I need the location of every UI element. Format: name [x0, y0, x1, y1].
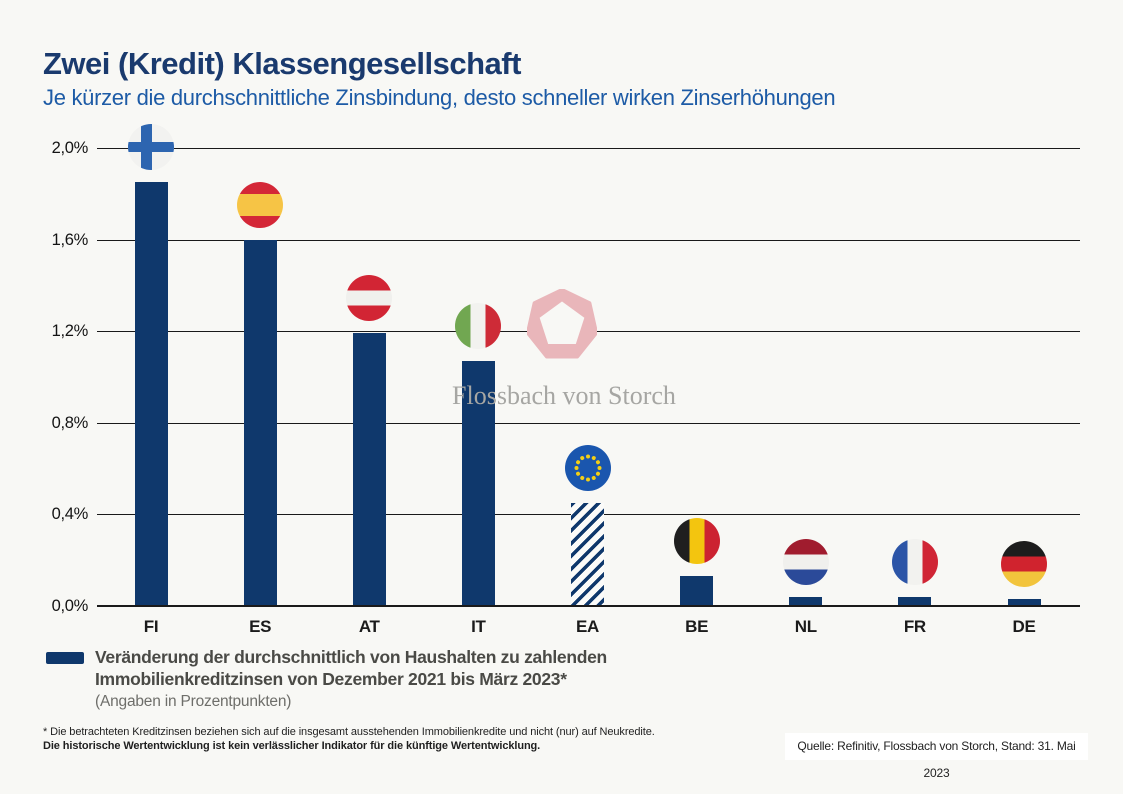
- bar-AT: [352, 333, 386, 606]
- bar-IT: [461, 360, 495, 606]
- footnote-line1: * Die betrachteten Kreditzinsen beziehen…: [43, 726, 655, 738]
- gridline-1,6%: [97, 239, 1080, 241]
- y-tick-0,8%: 0,8%: [51, 413, 89, 432]
- flag-european-union-icon: [564, 444, 611, 491]
- bar-FR: [898, 596, 932, 606]
- eu-star-icon: [590, 475, 596, 481]
- x-label-ES: ES: [249, 617, 272, 636]
- legend-swatch: [46, 652, 84, 664]
- eu-star-icon: [579, 475, 585, 481]
- chart-legend: Veränderung der durchschnittlich von Hau…: [46, 646, 607, 712]
- flossbach-von-storch-logo-icon: [527, 289, 597, 359]
- flag-spain-icon: [237, 181, 284, 228]
- flag-germany-icon: [1001, 541, 1047, 588]
- x-label-AT: AT: [358, 617, 380, 636]
- y-tick-2,0%: 2,0%: [51, 139, 89, 157]
- eu-star-icon: [585, 454, 590, 459]
- source-note: Quelle: Refinitiv, Flossbach von Storch,…: [785, 733, 1088, 780]
- eu-star-icon: [579, 455, 585, 461]
- eu-star-icon: [594, 459, 601, 465]
- flag-austria-icon: [346, 275, 393, 322]
- watermark-text: Flossbach von Storch: [452, 381, 676, 410]
- x-label-EA: EA: [575, 617, 600, 636]
- footnote: * Die betrachteten Kreditzinsen beziehen…: [43, 725, 655, 753]
- x-label-DE: DE: [1012, 617, 1036, 636]
- eu-star-icon: [574, 465, 578, 470]
- flag-finland-icon: [128, 124, 174, 171]
- y-tick-1,6%: 1,6%: [51, 230, 89, 249]
- legend-label-line1: Veränderung der durchschnittlich von Hau…: [95, 647, 607, 667]
- bar-BE: [680, 576, 714, 606]
- legend-label-line2: Immobilienkreditzinsen von Dezember 2021…: [95, 669, 567, 689]
- bar-EA: [571, 502, 604, 606]
- x-label-NL: NL: [794, 617, 817, 636]
- gridline-0,0%: [97, 605, 1080, 607]
- page-subtitle: Je kürzer die durchschnittliche Zinsbind…: [43, 85, 836, 110]
- flag-belgium-icon: [673, 518, 720, 565]
- gridline-0,8%: [97, 422, 1080, 424]
- flag-netherlands-icon: [782, 538, 829, 585]
- y-tick-0,4%: 0,4%: [51, 505, 89, 524]
- y-tick-1,2%: 1,2%: [51, 322, 89, 341]
- bar-DE: [1007, 599, 1041, 606]
- x-label-BE: BE: [685, 617, 709, 636]
- gridline-2,0%: [97, 148, 1080, 149]
- footnote-disclaimer: Die historische Wertentwicklung ist kein…: [43, 740, 541, 752]
- eu-star-icon: [594, 470, 601, 477]
- bar-FI: [134, 182, 168, 606]
- x-label-FI: FI: [143, 617, 159, 636]
- page-title: Zwei (Kredit) Klassengesellschaft: [43, 46, 521, 81]
- eu-star-icon: [585, 477, 590, 482]
- eu-star-icon: [597, 465, 601, 470]
- bar-ES: [243, 239, 277, 606]
- flag-italy-icon: [455, 302, 502, 349]
- eu-star-icon: [590, 455, 596, 461]
- x-label-FR: FR: [903, 617, 926, 636]
- legend-label: Veränderung der durchschnittlich von Hau…: [95, 646, 607, 690]
- eu-star-icon: [574, 459, 581, 465]
- x-label-IT: IT: [471, 617, 486, 636]
- eu-star-icon: [574, 470, 581, 477]
- legend-sublabel: (Angaben in Prozentpunkten): [95, 693, 292, 710]
- flag-france-icon: [891, 538, 938, 585]
- y-tick-0,0%: 0,0%: [51, 597, 89, 615]
- bar-NL: [789, 596, 823, 606]
